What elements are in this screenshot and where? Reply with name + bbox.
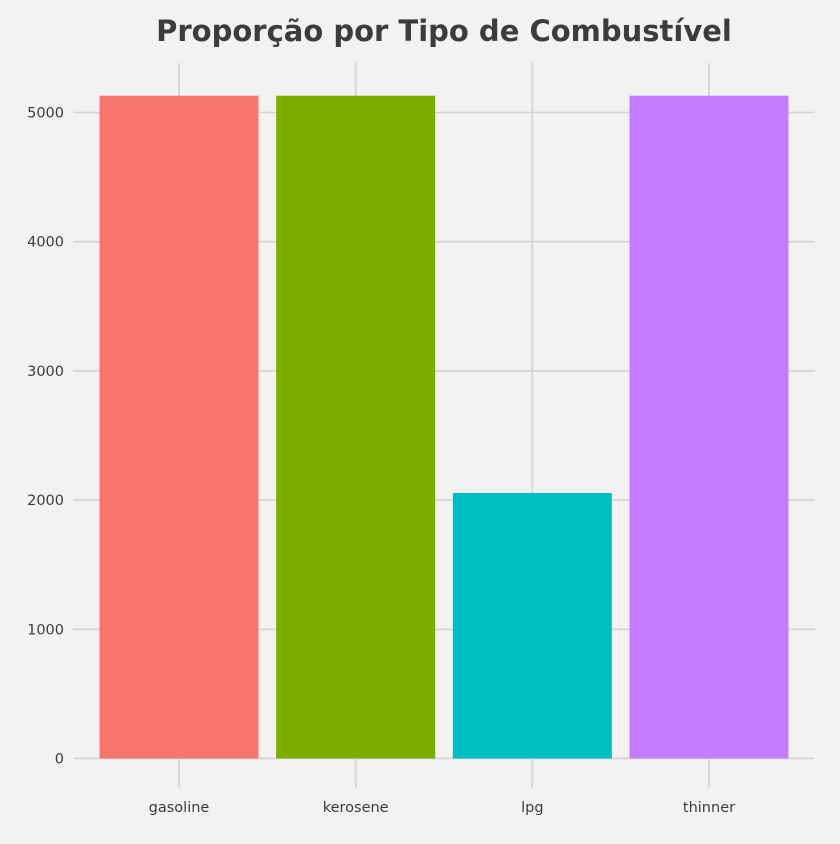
bar-thinner [629,95,789,759]
bar-kerosene [276,95,436,759]
y-tick-label: 0 [55,752,64,768]
chart-title: Proporção por Tipo de Combustível [156,14,732,48]
x-tick-label: lpg [521,800,543,816]
x-tick-label: thinner [683,800,735,816]
y-tick-labels: 0 1000 2000 3000 4000 5000 [27,106,64,768]
y-tick-label: 4000 [27,235,64,251]
y-tick-label: 2000 [27,493,64,509]
y-tick-label: 1000 [27,622,64,638]
x-tick-label: kerosene [323,800,389,816]
y-tick-label: 3000 [27,364,64,380]
x-tick-label: gasoline [149,800,210,816]
bar-lpg [452,492,612,759]
y-tick-label: 5000 [27,106,64,122]
bar-gasoline [99,95,259,759]
x-tick-labels: gasoline kerosene lpg thinner [149,800,735,816]
bar-layer [99,95,789,759]
